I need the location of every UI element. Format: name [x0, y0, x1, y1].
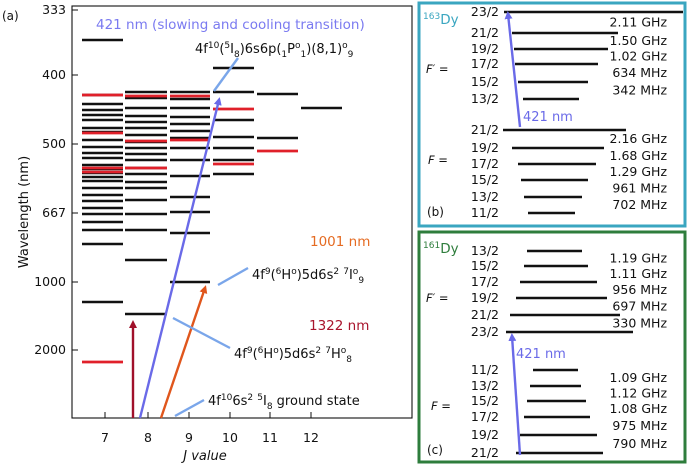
x-tick-label: 8 — [144, 430, 152, 445]
f-level-label: 13/2 — [471, 91, 499, 106]
splitting-label: 1.29 GHz — [610, 164, 668, 179]
upper-f-symbol: F′ = — [426, 291, 449, 305]
arrow-421nm — [138, 97, 222, 419]
x-tick-label: 10 — [222, 430, 238, 445]
splitting-label: 1.08 GHz — [610, 401, 668, 416]
x-tick-label: 11 — [262, 430, 278, 445]
state-label-1001-upper: 4f9(6Ho)5d6s2 7Io9 — [252, 267, 364, 286]
arrow-1001nm — [159, 285, 208, 419]
x-axis: 7 8 9 10 11 12 J value — [101, 412, 319, 464]
arrow-421nm — [504, 11, 522, 128]
f-level-label: 21/2 — [471, 445, 499, 460]
y-tick-label: 333 — [42, 2, 66, 17]
pointer-line — [174, 398, 205, 418]
splitting-label: 956 MHz — [612, 282, 667, 297]
x-tick-label: 9 — [185, 430, 193, 445]
splitting-label: 1.68 GHz — [610, 148, 668, 163]
f-level-label: 11/2 — [471, 362, 499, 377]
y-tick-label: 400 — [42, 67, 66, 82]
x-tick-label: 12 — [303, 430, 319, 445]
state-label-421-upper: 4f10(5I8)6s6p(1Po1)(8,1)o9 — [195, 41, 354, 60]
splitting-label: 975 MHz — [612, 418, 667, 433]
f-level-label: 19/2 — [471, 290, 499, 305]
panel-a-tag: (a) — [2, 9, 19, 23]
splitting-label: 342 MHz — [612, 83, 667, 98]
y-tick-label: 2000 — [34, 342, 66, 357]
splitting-label: 1.19 GHz — [610, 251, 668, 266]
splitting-label: 1.02 GHz — [610, 49, 668, 64]
y-axis: 333 400 500 667 1000 2000 Wavelength (nm… — [17, 2, 78, 357]
lower-f-symbol: F = — [431, 399, 451, 413]
lower-f-symbol: F = — [428, 153, 448, 167]
label-1001nm: 1001 nm — [310, 234, 370, 250]
pointer-line — [213, 57, 239, 92]
splitting-label: 2.11 GHz — [610, 15, 668, 30]
f-level-label: 23/2 — [471, 4, 499, 19]
arrow-421nm — [508, 333, 522, 456]
y-tick-label: 500 — [42, 136, 66, 151]
y-tick-label: 1000 — [34, 274, 66, 289]
panel-a-frame — [71, 5, 413, 419]
splitting-label: 697 MHz — [612, 299, 667, 314]
splitting-label: 961 MHz — [612, 181, 667, 196]
x-axis-title: J value — [180, 449, 226, 464]
f-level-label: 15/2 — [471, 258, 499, 273]
pointer-line — [172, 316, 231, 350]
pointer-line — [217, 266, 249, 287]
splitting-label: 1.12 GHz — [610, 386, 668, 401]
f-level-label: 17/2 — [471, 274, 499, 289]
panel-b-frame — [417, 1, 687, 228]
panel-c: (c) 161Dy F′ = F = 13/215/217/219/221/22… — [417, 230, 687, 464]
state-label-1322-upper: 4f9(6Ho)5d6s2 7Ho8 — [234, 346, 352, 365]
panel-b: (b) 163Dy F′ = F = 23/221/219/217/215/21… — [417, 1, 687, 228]
f-level-label: 13/2 — [471, 243, 499, 258]
label-421nm: 421 nm (slowing and cooling transition) — [96, 17, 365, 33]
f-level-label: 17/2 — [471, 409, 499, 424]
f-level-label: 15/2 — [471, 393, 499, 408]
f-level-label: 15/2 — [471, 172, 499, 187]
panel-a: (a) 333 400 500 667 1000 2000 Wavelength… — [2, 2, 413, 464]
y-tick-label: 667 — [42, 205, 66, 220]
ground-state-label: 4f106s2 5I8 ground state — [208, 393, 360, 412]
splitting-label: 1.09 GHz — [610, 370, 668, 385]
f-level-label: 17/2 — [471, 56, 499, 71]
label-1322nm: 1322 nm — [309, 318, 369, 334]
panel-c-frame — [417, 230, 687, 464]
f-level-label: 21/2 — [471, 307, 499, 322]
isotope-label: 163Dy — [423, 12, 459, 28]
upper-f-symbol: F′ = — [426, 62, 449, 76]
f-level-label: 19/2 — [471, 41, 499, 56]
f-level-label: 15/2 — [471, 74, 499, 89]
f-level-label: 21/2 — [471, 122, 499, 137]
f-level-label: 19/2 — [471, 140, 499, 155]
x-tick-label: 7 — [101, 430, 109, 445]
f-level-label: 21/2 — [471, 25, 499, 40]
f-level-label: 13/2 — [471, 189, 499, 204]
splitting-label: 2.16 GHz — [610, 131, 668, 146]
y-axis-title: Wavelength (nm) — [17, 156, 32, 268]
arrow-label: 421 nm — [516, 347, 566, 362]
splitting-label: 634 MHz — [612, 65, 667, 80]
splitting-label: 1.50 GHz — [610, 33, 668, 48]
isotope-label: 161Dy — [423, 241, 459, 257]
splitting-label: 1.11 GHz — [610, 266, 668, 281]
f-level-label: 23/2 — [471, 324, 499, 339]
splitting-label: 330 MHz — [612, 316, 667, 331]
arrow-label: 421 nm — [523, 110, 573, 125]
panel-b-tag: (b) — [427, 205, 444, 219]
energy-levels — [82, 38, 342, 364]
f-level-label: 17/2 — [471, 156, 499, 171]
f-level-label: 19/2 — [471, 427, 499, 442]
splitting-label: 790 MHz — [612, 436, 667, 451]
f-level-label: 11/2 — [471, 205, 499, 220]
f-level-label: 13/2 — [471, 378, 499, 393]
panel-c-tag: (c) — [427, 443, 443, 457]
splitting-label: 702 MHz — [612, 197, 667, 212]
